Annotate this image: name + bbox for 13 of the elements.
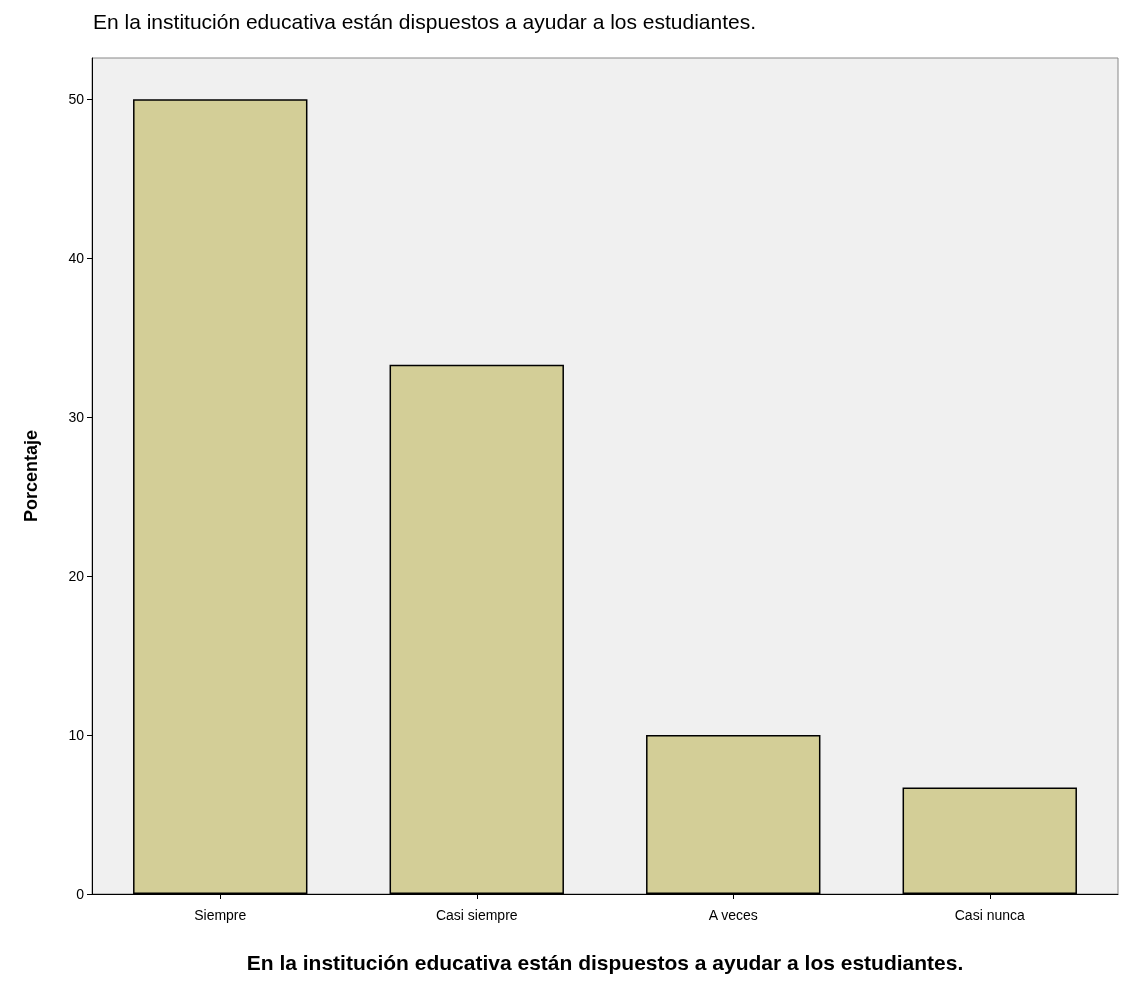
y-tick-label: 40 — [68, 250, 85, 267]
x-tick-label: Siempre — [194, 907, 247, 923]
x-tick-label: Casi siempre — [435, 907, 518, 923]
y-tick-label: 10 — [68, 727, 85, 744]
y-tick-label: 30 — [68, 409, 85, 426]
chart-title: En la institución educativa están dispuestos a ayudar a los estudiantes. — [93, 10, 757, 33]
y-tick-label: 0 — [76, 886, 85, 902]
x-tick-label: A veces — [708, 907, 758, 923]
x-axis-title: En la institución educativa están dispuestos a ayudar a los estudiantes. — [246, 951, 964, 974]
y-axis-title: Porcentaje — [21, 429, 41, 523]
y-tick-label: 50 — [68, 91, 85, 108]
x-tick-label: Casi nunca — [954, 907, 1025, 923]
y-tick-label: 20 — [68, 568, 85, 585]
